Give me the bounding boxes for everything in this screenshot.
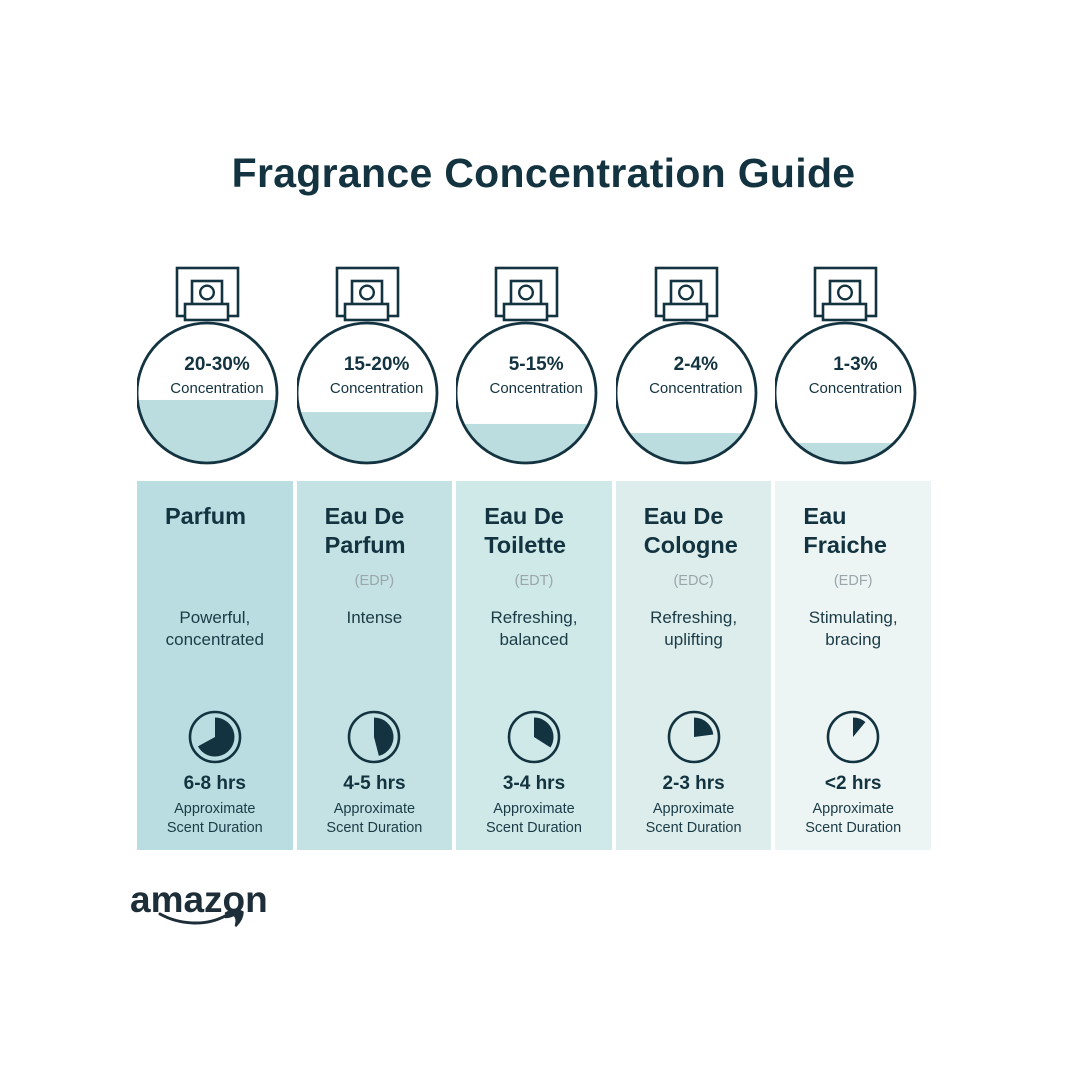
svg-text:amazon: amazon (130, 879, 268, 920)
